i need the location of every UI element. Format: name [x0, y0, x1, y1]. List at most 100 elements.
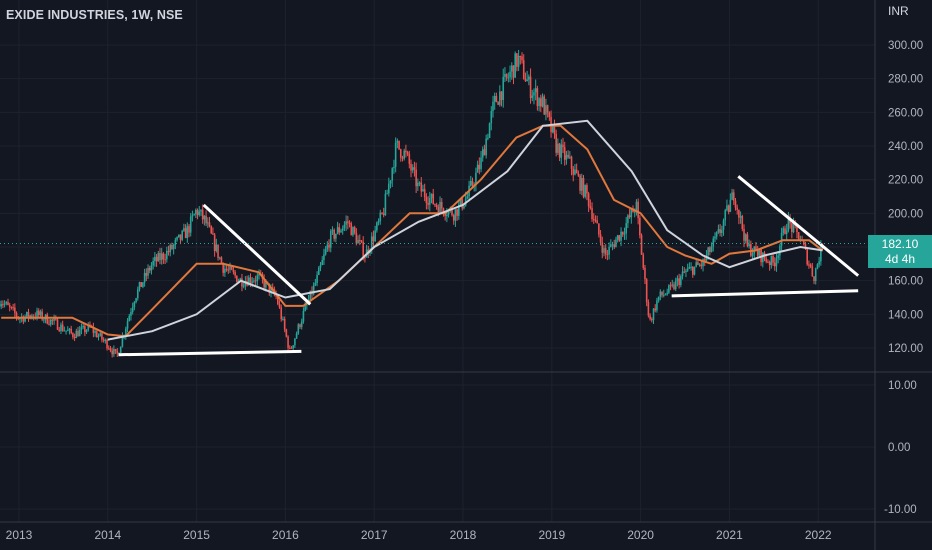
candle-body [84, 325, 86, 333]
candle-body [779, 245, 781, 256]
candle-body [159, 253, 161, 260]
candle-body [290, 347, 293, 349]
candle-body [475, 172, 477, 186]
candle-body [806, 249, 809, 265]
candle-body [309, 290, 312, 300]
candle-body [3, 303, 6, 305]
candle-body [770, 256, 773, 266]
candle-body [458, 204, 460, 216]
candle-body [709, 247, 711, 252]
candle-body [283, 318, 286, 330]
candle-body [68, 328, 71, 331]
candle-body [739, 216, 742, 218]
candle-body [247, 277, 250, 286]
candle-body [101, 333, 103, 340]
candle-body [147, 267, 149, 276]
candle-body [775, 258, 778, 267]
candle-body [693, 266, 696, 275]
y-tick-label: 10.00 [888, 380, 917, 392]
candle-body [224, 268, 226, 273]
x-tick-label: 2016 [272, 528, 299, 542]
candle-body [719, 229, 721, 234]
chart-title: EXIDE INDUSTRIES, 1W, NSE [6, 8, 183, 22]
candle-body [434, 204, 436, 206]
candle-body [657, 296, 660, 301]
candle-body [639, 217, 641, 236]
candle-body [767, 261, 769, 263]
candle-body [302, 310, 305, 322]
candle-body [811, 266, 814, 277]
candle-body [478, 164, 481, 170]
candle-body [53, 318, 55, 321]
candle-body [198, 211, 201, 216]
candle-body [637, 201, 639, 218]
candle-body [526, 79, 528, 82]
candle-body [792, 222, 795, 233]
candle-body [403, 150, 405, 159]
candle-body [406, 152, 409, 154]
candle-body [534, 88, 537, 93]
y-tick-label: 240.00 [888, 141, 923, 153]
candle-body [681, 271, 684, 277]
candle-body [654, 308, 657, 311]
candle-body [589, 206, 592, 208]
y-tick-label: 220.00 [888, 175, 923, 187]
candle-body [401, 157, 404, 159]
candle-body [551, 126, 554, 133]
candle-body [113, 349, 115, 355]
candle-body [702, 259, 704, 267]
candle-body [362, 242, 365, 258]
candle-body [540, 98, 542, 107]
candle-body [399, 149, 402, 158]
candle-body [536, 88, 539, 107]
candle-body [734, 200, 737, 208]
candle-body [437, 207, 440, 214]
bar-countdown: 4d 4h [884, 252, 916, 266]
candle-body [729, 199, 732, 212]
candle-body [533, 92, 535, 96]
candle-body [300, 321, 303, 327]
currency-label[interactable]: INR [888, 4, 909, 18]
ma-fast-line [1, 124, 824, 338]
candle-body [207, 222, 209, 224]
candle-body [37, 310, 40, 316]
candle-body [538, 98, 540, 107]
candle-body [435, 204, 438, 208]
candle-body [813, 276, 815, 281]
candle-body [808, 264, 810, 266]
candle-body [553, 126, 556, 134]
candle-body [698, 264, 701, 266]
trendline [118, 349, 302, 357]
candle-body [314, 283, 317, 286]
candle-body [796, 225, 798, 233]
candle-body [130, 311, 132, 316]
candle-body [203, 215, 206, 220]
candle-body [664, 294, 667, 296]
candle-body [627, 215, 629, 224]
candle-body [341, 228, 344, 231]
candle-body [316, 274, 318, 284]
candle-body [594, 219, 597, 221]
candle-body [777, 255, 779, 259]
candle-body [324, 249, 327, 255]
candle-body [816, 264, 819, 269]
candle-body [155, 256, 158, 262]
candle-body [562, 144, 564, 148]
candle-body [239, 278, 242, 281]
candle-body [63, 330, 66, 332]
candle-body [586, 185, 588, 194]
candle-body [294, 338, 296, 346]
candle-body [39, 311, 42, 316]
candle-body [14, 307, 16, 313]
candle-body [270, 287, 272, 293]
candle-body [340, 230, 342, 233]
candle-body [140, 282, 143, 287]
candle-body [36, 310, 38, 318]
candle-body [188, 226, 190, 233]
y-tick-label: -10.00 [884, 504, 917, 516]
candle-body [242, 285, 245, 287]
candle-body [732, 192, 735, 201]
candle-body [195, 209, 197, 215]
grid [0, 0, 875, 522]
